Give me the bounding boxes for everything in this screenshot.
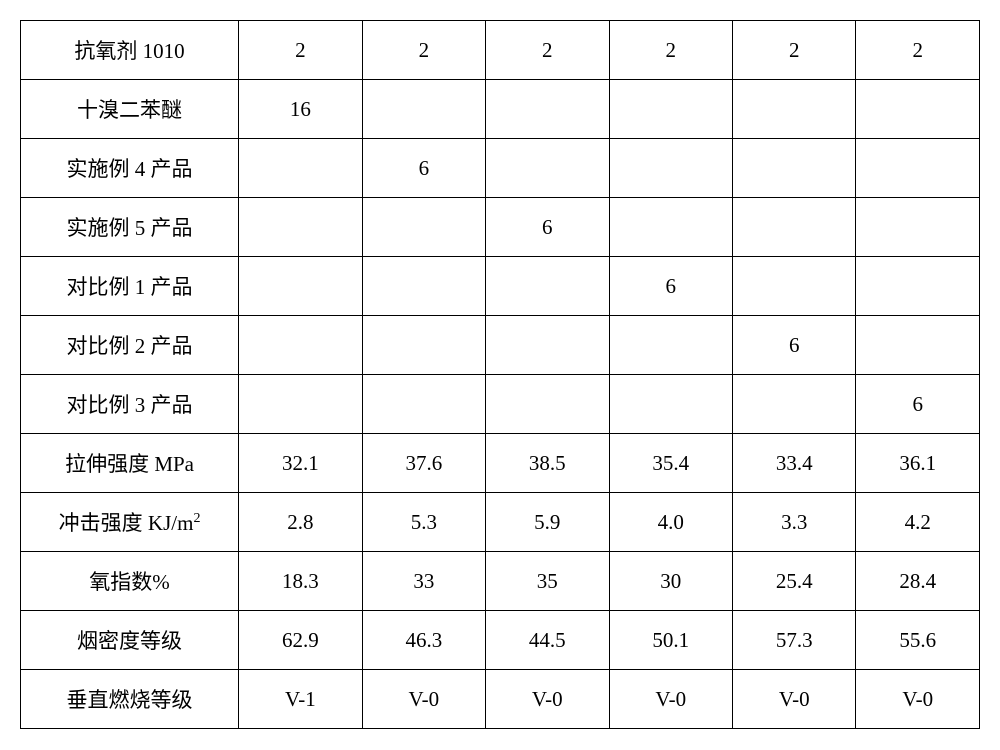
row-label: 对比例 3 产品 bbox=[21, 375, 239, 434]
cell: 35.4 bbox=[609, 434, 732, 493]
cell: 2 bbox=[609, 21, 732, 80]
cell bbox=[732, 139, 855, 198]
cell: 30 bbox=[609, 552, 732, 611]
cell bbox=[239, 375, 362, 434]
table-body: 抗氧剂 1010222222十溴二苯醚16实施例 4 产品6实施例 5 产品6对… bbox=[21, 21, 980, 729]
cell: 57.3 bbox=[732, 611, 855, 670]
row-label: 实施例 5 产品 bbox=[21, 198, 239, 257]
table-row: 对比例 1 产品 6 bbox=[21, 257, 980, 316]
cell: 5.3 bbox=[362, 493, 485, 552]
row-label: 烟密度等级 bbox=[21, 611, 239, 670]
cell bbox=[362, 316, 485, 375]
cell: 5.9 bbox=[486, 493, 609, 552]
row-label: 实施例 4 产品 bbox=[21, 139, 239, 198]
cell: V-0 bbox=[486, 670, 609, 729]
cell: 4.2 bbox=[856, 493, 980, 552]
cell: 2 bbox=[362, 21, 485, 80]
table-row: 十溴二苯醚16 bbox=[21, 80, 980, 139]
table-row: 抗氧剂 1010222222 bbox=[21, 21, 980, 80]
cell: 2 bbox=[856, 21, 980, 80]
cell bbox=[486, 257, 609, 316]
cell: 16 bbox=[239, 80, 362, 139]
table-row: 对比例 3 产品 6 bbox=[21, 375, 980, 434]
cell: 2 bbox=[239, 21, 362, 80]
cell bbox=[856, 257, 980, 316]
cell bbox=[239, 257, 362, 316]
table-row: 拉伸强度 MPa32.137.638.535.433.436.1 bbox=[21, 434, 980, 493]
cell: 6 bbox=[732, 316, 855, 375]
cell: 3.3 bbox=[732, 493, 855, 552]
cell: 2 bbox=[732, 21, 855, 80]
row-label: 垂直燃烧等级 bbox=[21, 670, 239, 729]
cell bbox=[856, 80, 980, 139]
table-row: 实施例 5 产品 6 bbox=[21, 198, 980, 257]
cell: 6 bbox=[609, 257, 732, 316]
row-label: 氧指数% bbox=[21, 552, 239, 611]
cell: V-1 bbox=[239, 670, 362, 729]
cell: 6 bbox=[486, 198, 609, 257]
cell: 28.4 bbox=[856, 552, 980, 611]
data-table: 抗氧剂 1010222222十溴二苯醚16实施例 4 产品6实施例 5 产品6对… bbox=[20, 20, 980, 729]
cell: 44.5 bbox=[486, 611, 609, 670]
row-label: 十溴二苯醚 bbox=[21, 80, 239, 139]
row-label: 对比例 1 产品 bbox=[21, 257, 239, 316]
cell bbox=[609, 316, 732, 375]
cell bbox=[609, 139, 732, 198]
table-row: 氧指数%18.333353025.428.4 bbox=[21, 552, 980, 611]
cell bbox=[609, 198, 732, 257]
cell: 18.3 bbox=[239, 552, 362, 611]
cell bbox=[609, 80, 732, 139]
cell bbox=[732, 257, 855, 316]
cell: 33.4 bbox=[732, 434, 855, 493]
row-label: 对比例 2 产品 bbox=[21, 316, 239, 375]
cell: 35 bbox=[486, 552, 609, 611]
cell: V-0 bbox=[362, 670, 485, 729]
cell bbox=[486, 139, 609, 198]
cell: 2 bbox=[486, 21, 609, 80]
table-row: 冲击强度 KJ/m22.85.35.94.03.34.2 bbox=[21, 493, 980, 552]
cell bbox=[486, 316, 609, 375]
cell: 32.1 bbox=[239, 434, 362, 493]
cell: 6 bbox=[856, 375, 980, 434]
cell: V-0 bbox=[609, 670, 732, 729]
cell bbox=[732, 375, 855, 434]
row-label: 抗氧剂 1010 bbox=[21, 21, 239, 80]
table-row: 烟密度等级62.946.344.550.157.355.6 bbox=[21, 611, 980, 670]
cell: 62.9 bbox=[239, 611, 362, 670]
cell bbox=[856, 316, 980, 375]
cell: 36.1 bbox=[856, 434, 980, 493]
cell bbox=[486, 375, 609, 434]
cell: 4.0 bbox=[609, 493, 732, 552]
cell: 37.6 bbox=[362, 434, 485, 493]
cell bbox=[732, 80, 855, 139]
cell: 2.8 bbox=[239, 493, 362, 552]
cell: V-0 bbox=[856, 670, 980, 729]
cell: 46.3 bbox=[362, 611, 485, 670]
cell bbox=[856, 139, 980, 198]
cell bbox=[856, 198, 980, 257]
cell bbox=[239, 139, 362, 198]
table-row: 实施例 4 产品 6 bbox=[21, 139, 980, 198]
cell: 25.4 bbox=[732, 552, 855, 611]
cell bbox=[362, 198, 485, 257]
table-row: 垂直燃烧等级V-1V-0V-0V-0V-0V-0 bbox=[21, 670, 980, 729]
cell bbox=[239, 316, 362, 375]
row-label: 冲击强度 KJ/m2 bbox=[21, 493, 239, 552]
cell bbox=[486, 80, 609, 139]
row-label: 拉伸强度 MPa bbox=[21, 434, 239, 493]
cell: 33 bbox=[362, 552, 485, 611]
cell bbox=[609, 375, 732, 434]
cell bbox=[239, 198, 362, 257]
cell: 6 bbox=[362, 139, 485, 198]
cell: 55.6 bbox=[856, 611, 980, 670]
cell: 50.1 bbox=[609, 611, 732, 670]
cell bbox=[362, 375, 485, 434]
cell: 38.5 bbox=[486, 434, 609, 493]
table-row: 对比例 2 产品 6 bbox=[21, 316, 980, 375]
cell: V-0 bbox=[732, 670, 855, 729]
cell bbox=[362, 80, 485, 139]
cell bbox=[362, 257, 485, 316]
cell bbox=[732, 198, 855, 257]
